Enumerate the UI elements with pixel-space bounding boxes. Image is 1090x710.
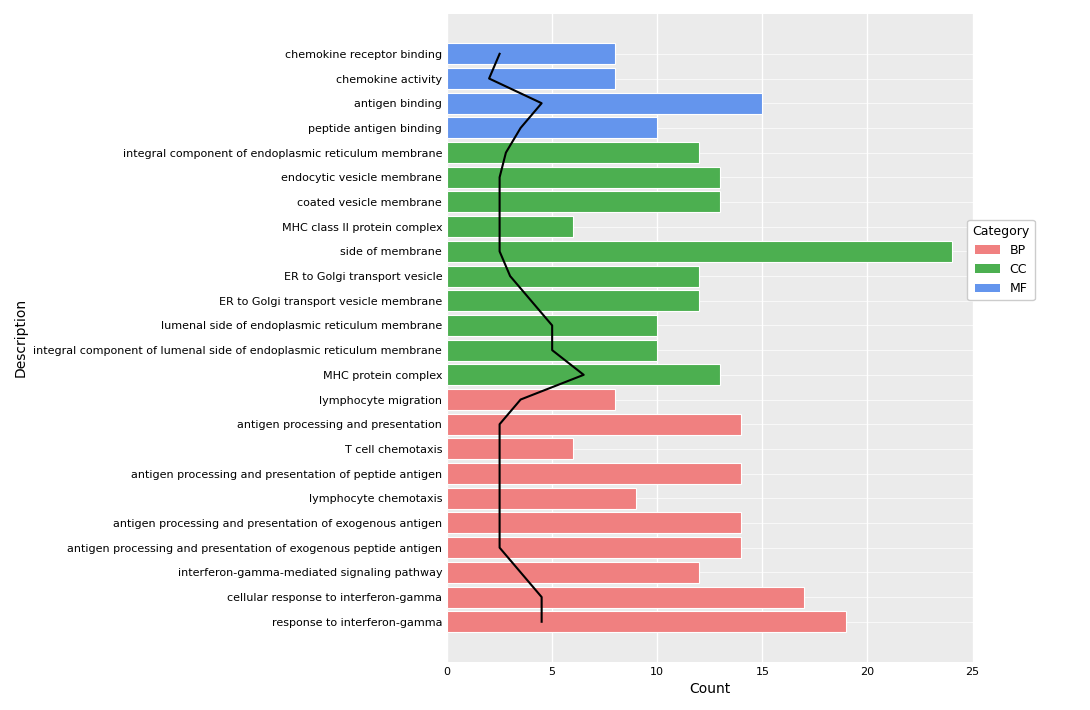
X-axis label: Count: Count — [689, 682, 730, 696]
Bar — [447, 192, 720, 212]
Bar — [447, 513, 741, 533]
Bar — [447, 43, 615, 65]
Bar — [447, 562, 700, 583]
Bar — [447, 241, 952, 262]
Bar — [447, 586, 804, 608]
Bar — [447, 142, 700, 163]
Bar — [447, 438, 573, 459]
Bar — [447, 414, 741, 435]
Bar — [447, 216, 573, 237]
Bar — [447, 488, 637, 509]
Bar — [447, 537, 741, 558]
Bar — [447, 364, 720, 386]
Legend: BP, CC, MF: BP, CC, MF — [967, 219, 1034, 300]
Bar — [447, 389, 615, 410]
Bar — [447, 167, 720, 187]
Bar — [447, 68, 615, 89]
Bar — [447, 266, 700, 287]
Y-axis label: Description: Description — [14, 298, 28, 377]
Bar — [447, 290, 700, 311]
Bar — [447, 93, 762, 114]
Bar — [447, 315, 657, 336]
Bar — [447, 339, 657, 361]
Bar — [447, 463, 741, 484]
Bar — [447, 117, 657, 138]
Bar — [447, 611, 847, 632]
